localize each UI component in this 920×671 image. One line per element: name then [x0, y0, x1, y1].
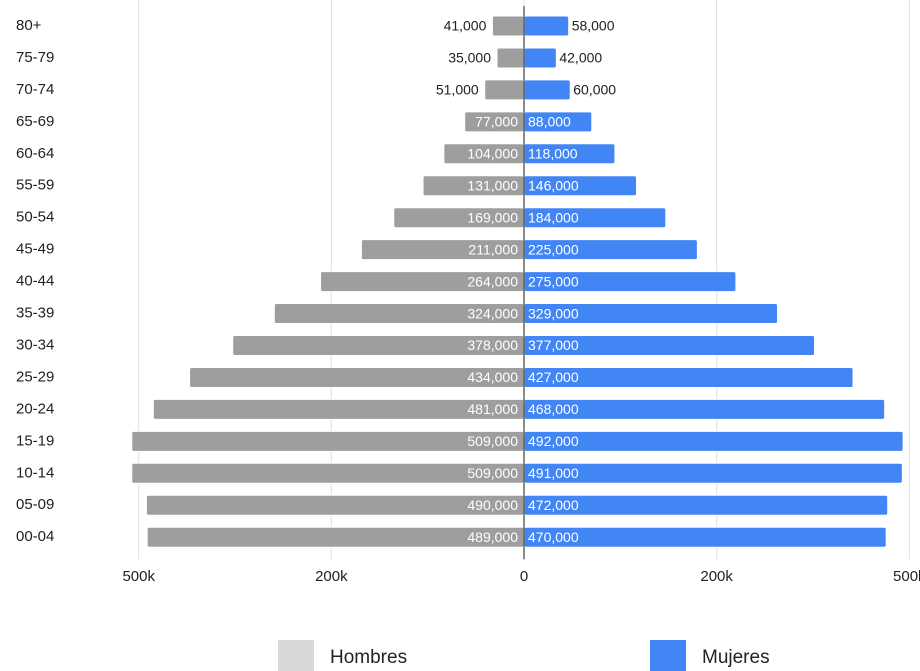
legend-label: Hombres: [330, 647, 407, 668]
legend-swatch: [650, 640, 686, 671]
y-tick-label: 25-29: [16, 368, 54, 385]
data-label: 378,000: [467, 337, 518, 353]
data-label: 104,000: [467, 146, 518, 162]
x-tick-label: 500k: [122, 568, 155, 585]
bar: [523, 462, 903, 484]
data-label: 470,000: [528, 529, 579, 545]
data-label: 146,000: [528, 177, 579, 193]
legend-swatch: [278, 640, 314, 671]
data-label: 77,000: [475, 114, 518, 130]
data-label: 509,000: [467, 465, 518, 481]
data-label: 472,000: [528, 497, 579, 513]
data-label: 434,000: [467, 369, 518, 385]
y-tick-label: 20-24: [16, 400, 54, 417]
data-label: 51,000: [436, 82, 479, 98]
data-label: 118,000: [528, 146, 578, 162]
bar: [131, 430, 525, 452]
x-tick-label: 0: [520, 568, 528, 585]
y-tick-label: 65-69: [16, 113, 54, 130]
bar: [523, 79, 571, 101]
data-label: 329,000: [528, 305, 579, 321]
bar: [523, 47, 557, 69]
y-tick-label: 60-64: [16, 145, 54, 162]
data-label: 60,000: [573, 82, 616, 98]
y-tick-label: 55-59: [16, 177, 54, 194]
x-tick-label: 200k: [700, 568, 733, 585]
bar: [523, 15, 570, 37]
legend-label: Mujeres: [702, 647, 770, 668]
data-label: 275,000: [528, 273, 579, 289]
y-tick-label: 00-04: [16, 528, 54, 545]
x-tick-label: 200k: [315, 568, 348, 585]
data-label: 169,000: [467, 209, 518, 225]
y-tick-label: 45-49: [16, 241, 54, 258]
data-label: 225,000: [528, 241, 579, 257]
y-tick-label: 30-34: [16, 336, 54, 353]
y-tick-label: 75-79: [16, 49, 54, 66]
data-label: 481,000: [467, 401, 518, 417]
data-label: 377,000: [528, 337, 579, 353]
data-label: 41,000: [444, 18, 487, 34]
data-label: 35,000: [448, 50, 491, 66]
data-label: 88,000: [528, 114, 571, 130]
bar: [131, 462, 525, 484]
y-tick-label: 80+: [16, 17, 42, 34]
data-label: 491,000: [528, 465, 579, 481]
data-label: 264,000: [467, 273, 518, 289]
y-tick-label: 50-54: [16, 209, 54, 226]
bar: [523, 430, 904, 452]
y-tick-label: 10-14: [16, 464, 54, 481]
data-label: 490,000: [467, 497, 518, 513]
data-label: 58,000: [572, 18, 615, 34]
y-tick-label: 35-39: [16, 305, 54, 322]
data-label: 468,000: [528, 401, 579, 417]
data-label: 509,000: [467, 433, 518, 449]
data-label: 492,000: [528, 433, 579, 449]
bar: [484, 79, 525, 101]
bar: [491, 15, 525, 37]
data-label: 427,000: [528, 369, 579, 385]
data-label: 131,000: [467, 177, 518, 193]
data-label: 42,000: [559, 50, 602, 66]
data-label: 211,000: [468, 241, 518, 257]
y-tick-label: 70-74: [16, 81, 54, 98]
y-tick-label: 40-44: [16, 273, 54, 290]
data-label: 324,000: [467, 305, 518, 321]
x-tick-label: 500k: [893, 568, 920, 585]
y-tick-label: 15-19: [16, 432, 54, 449]
data-label: 184,000: [528, 209, 579, 225]
y-tick-label: 05-09: [16, 496, 54, 513]
data-label: 489,000: [467, 529, 518, 545]
bar: [496, 47, 525, 69]
